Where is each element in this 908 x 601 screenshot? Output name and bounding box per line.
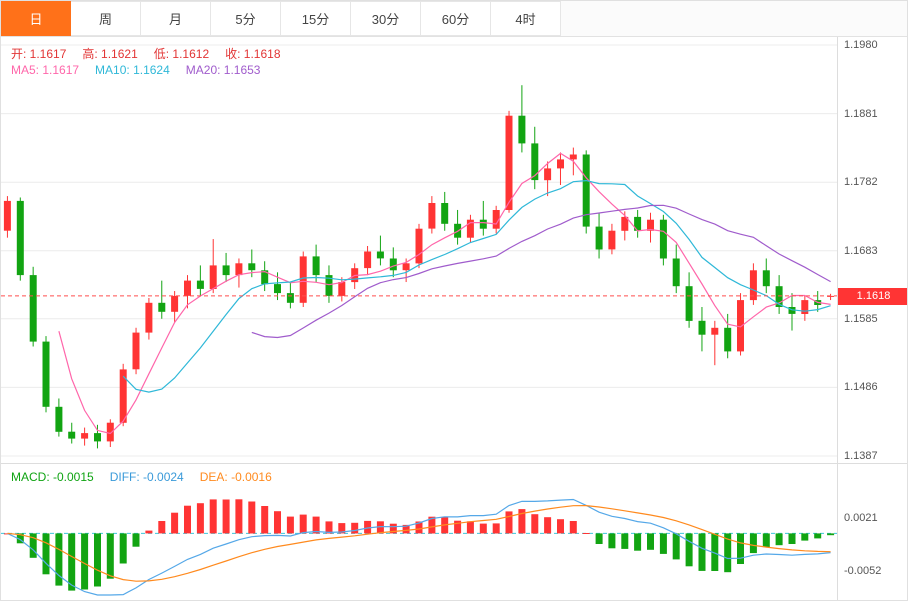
tab-月[interactable]: 月 <box>141 1 211 36</box>
price-axis-label: 1.1881 <box>844 108 878 120</box>
price-axis-label: 1.1387 <box>844 450 878 462</box>
tab-15分[interactable]: 15分 <box>281 1 351 36</box>
macd-axis-label: -0.0052 <box>844 565 882 577</box>
price-axis-label: 1.1486 <box>844 381 878 393</box>
timeframe-tabs: 日周月 5分 15分 30分 60分 4时 <box>1 1 907 37</box>
main-chart-panel: 开: 1.1617 高: 1.1621 低: 1.1612 收: 1.1618 MA5… <box>1 37 838 463</box>
price-axis-label: 1.1782 <box>844 176 878 188</box>
tab-周[interactable]: 周 <box>71 1 141 36</box>
macd-axis-label: 0.0021 <box>844 512 878 524</box>
main-chart[interactable] <box>1 37 837 463</box>
tab-4时[interactable]: 4时 <box>491 1 561 36</box>
price-axis-label: 1.1585 <box>844 313 878 325</box>
last-price-badge: 1.1618 <box>838 288 907 305</box>
macd-chart[interactable] <box>1 464 837 601</box>
tab-30分[interactable]: 30分 <box>351 1 421 36</box>
tab-5分[interactable]: 5分 <box>211 1 281 36</box>
tab-60分[interactable]: 60分 <box>421 1 491 36</box>
price-axis: 1.1980 1.1881 1.1782 1.1683 1.1585 1.1486 1.13… <box>838 37 907 463</box>
tab-日[interactable]: 日 <box>1 1 71 36</box>
price-axis-label: 1.1980 <box>844 39 878 51</box>
macd-panel: MACD: -0.0015 DIFF: -0.0024 DEA: -0.0016 <box>1 463 838 601</box>
price-axis-label: 1.1683 <box>844 245 878 257</box>
macd-axis: 0.0021 -0.0052 <box>838 463 907 600</box>
